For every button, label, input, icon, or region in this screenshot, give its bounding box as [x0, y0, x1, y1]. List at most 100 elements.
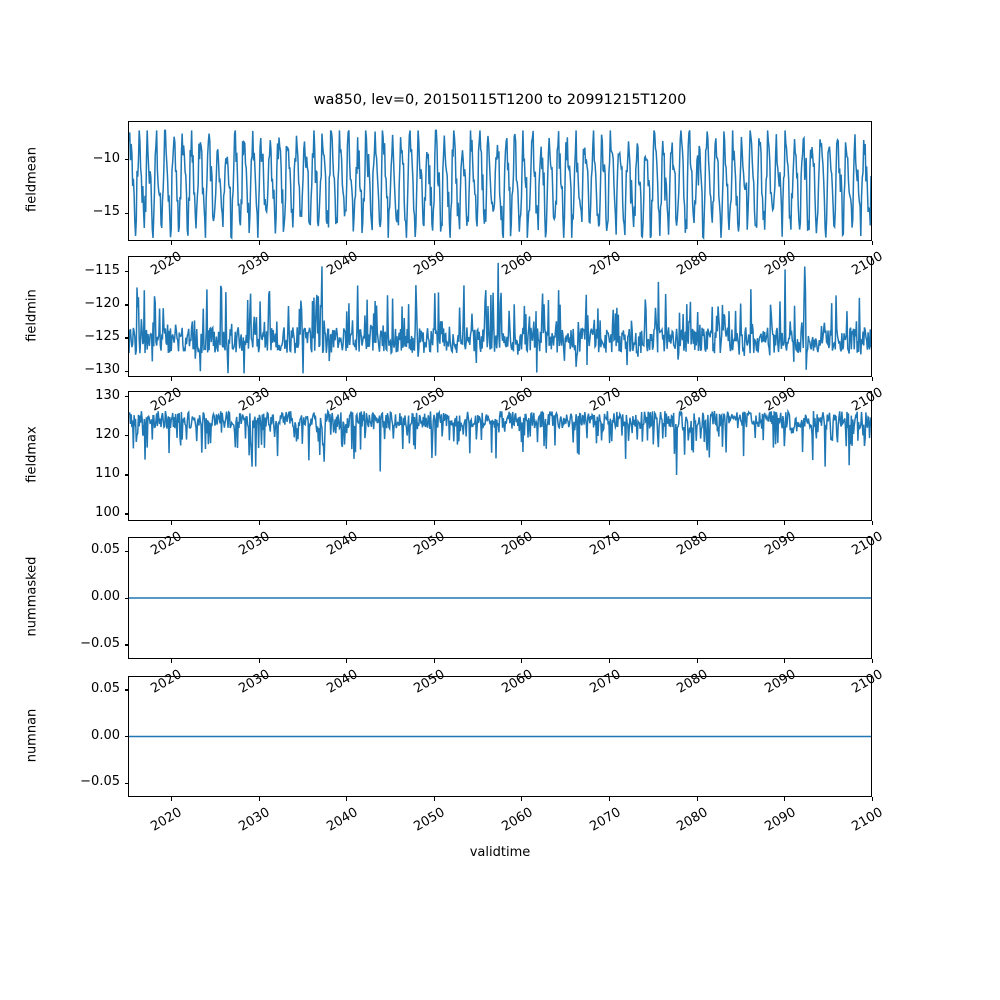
y-tick-label: 100	[95, 504, 120, 520]
x-tickmark	[784, 241, 786, 245]
x-tick-label: 2060	[499, 805, 536, 835]
y-tickmark	[124, 370, 128, 372]
y-tickmark	[124, 271, 128, 273]
x-tick-label: 2030	[236, 805, 273, 835]
y-tickmark	[124, 304, 128, 306]
y-tick-label: 120	[95, 426, 120, 442]
x-tickmark	[521, 521, 523, 525]
x-tickmark	[346, 797, 348, 801]
y-tick-label: −15	[92, 204, 120, 220]
x-tickmark	[784, 797, 786, 801]
plot-area-nummasked	[129, 538, 871, 658]
y-tickmark	[124, 435, 128, 437]
plot-area-fieldmax	[129, 392, 871, 520]
x-tickmark	[696, 659, 698, 663]
x-tickmark	[871, 521, 873, 525]
y-tick-label: 110	[95, 465, 120, 481]
x-tickmark	[433, 659, 435, 663]
plot-area-fieldmean	[129, 122, 871, 240]
x-tickmark	[346, 521, 348, 525]
y-tick-label: −0.05	[80, 635, 120, 651]
x-tick-label: 2100	[849, 805, 886, 835]
y-tickmark	[124, 689, 128, 691]
data-line-fieldmax	[129, 411, 871, 475]
x-tickmark	[258, 377, 260, 381]
subplot-fieldmax	[128, 391, 872, 521]
y-tickmark	[124, 736, 128, 738]
x-tickmark	[609, 241, 611, 245]
x-tickmark	[433, 377, 435, 381]
y-tickmark	[124, 396, 128, 398]
x-tickmark	[521, 797, 523, 801]
x-tickmark	[170, 377, 173, 381]
x-tickmark	[433, 241, 435, 245]
x-tickmark	[170, 659, 173, 663]
x-tickmark	[696, 797, 698, 801]
x-tick-label: 2080	[674, 805, 711, 835]
data-line-fieldmin	[129, 263, 871, 374]
x-tickmark	[609, 659, 611, 663]
x-tick-label: 2090	[762, 805, 799, 835]
data-line-fieldmean	[129, 130, 871, 237]
x-tickmark	[258, 659, 260, 663]
y-axis-label-numnan: numnan	[24, 708, 40, 762]
figure-title: wa850, lev=0, 20150115T1200 to 20991215T…	[313, 92, 687, 108]
x-tickmark	[433, 797, 435, 801]
y-tickmark	[124, 212, 128, 214]
x-tickmark	[521, 377, 523, 381]
x-tick-label: 2070	[586, 805, 623, 835]
x-tickmark	[521, 241, 523, 245]
y-tick-label: −120	[84, 295, 120, 311]
subplot-fieldmin	[128, 256, 872, 377]
x-tickmark	[696, 241, 698, 245]
x-tick-label: 2040	[324, 805, 361, 835]
y-tick-label: −10	[92, 150, 120, 166]
y-tickmark	[124, 513, 128, 515]
x-tickmark	[433, 521, 435, 525]
x-tickmark	[258, 797, 260, 801]
y-tickmark	[124, 782, 128, 784]
y-tick-label: 0.05	[91, 542, 120, 558]
y-axis-label-fieldmin: fieldmin	[24, 288, 40, 342]
x-tick-label: 2020	[148, 805, 185, 835]
y-axis-label-fieldmax: fieldmax	[24, 426, 40, 483]
x-tick-label: 2050	[411, 805, 448, 835]
plot-area-numnan	[129, 677, 871, 796]
y-tick-label: 130	[95, 387, 120, 403]
subplot-numnan	[128, 676, 872, 797]
x-tickmark	[609, 377, 611, 381]
x-tickmark	[784, 377, 786, 381]
y-tick-label: 0.00	[91, 589, 120, 604]
x-tickmark	[609, 521, 611, 525]
x-tickmark	[346, 377, 348, 381]
y-tickmark	[124, 337, 128, 339]
y-tickmark	[124, 644, 128, 646]
subplot-fieldmean	[128, 121, 872, 241]
subplot-nummasked	[128, 537, 872, 659]
x-tickmark	[696, 521, 698, 525]
x-tickmark	[258, 521, 260, 525]
y-tickmark	[124, 597, 128, 599]
x-tickmark	[784, 521, 786, 525]
y-tick-label: −0.05	[80, 774, 120, 790]
y-tickmark	[124, 474, 128, 476]
y-tick-label: 0.05	[91, 680, 120, 696]
x-tickmark	[346, 241, 348, 245]
x-axis-label: validtime	[469, 845, 531, 860]
x-tickmark	[170, 241, 173, 245]
x-tickmark	[871, 659, 873, 663]
y-tickmark	[124, 550, 128, 552]
y-tick-label: −115	[84, 262, 120, 278]
x-tickmark	[871, 797, 873, 801]
plot-area-fieldmin	[129, 257, 871, 376]
x-tickmark	[521, 659, 523, 663]
x-tickmark	[258, 241, 260, 245]
x-tickmark	[170, 797, 173, 801]
y-tickmark	[124, 159, 128, 161]
x-tickmark	[784, 659, 786, 663]
x-tickmark	[696, 377, 698, 381]
x-tickmark	[346, 659, 348, 663]
x-tickmark	[871, 241, 873, 245]
x-tickmark	[871, 377, 873, 381]
